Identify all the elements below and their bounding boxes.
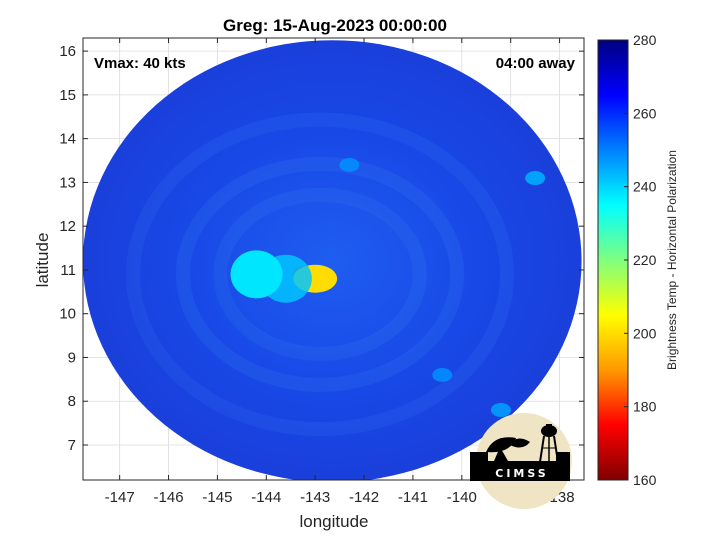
y-axis: 7 8 9 10 11 12 13 14 15 16 [59, 43, 584, 454]
colorbar-tick-label-6: 280 [633, 32, 657, 48]
convection-feature-6 [490, 402, 511, 417]
y-axis-label: latitude [33, 233, 52, 288]
swath-disc [83, 40, 582, 480]
convection-feature-7 [432, 367, 453, 382]
y-tick-label-6: 13 [59, 174, 76, 191]
convection-feature-3 [230, 250, 283, 299]
y-tick-label-1: 8 [68, 393, 76, 410]
cimss-logo-icon: CIMSS [470, 413, 572, 509]
convection-feature-5 [339, 157, 360, 172]
colorbar-label: Brightness Temp - Horizontal Polarizatio… [665, 150, 679, 370]
cimss-logo-text: CIMSS [495, 467, 548, 480]
colorbar-ticks: 160 180 200 220 240 260 280 [624, 32, 657, 488]
x-tick-label-6: -141 [398, 489, 428, 506]
y-tick-label-3: 10 [59, 306, 76, 323]
y-tick-label-9: 16 [59, 43, 76, 60]
x-tick-label-1: -146 [154, 489, 184, 506]
x-tick-label-4: -143 [300, 489, 330, 506]
brightness-temp-swath [83, 40, 582, 480]
x-tick-label-5: -142 [349, 489, 379, 506]
y-tick-label-7: 14 [59, 131, 76, 148]
colorbar-tick-label-5: 260 [633, 105, 657, 121]
colorbar-tick-label-1: 180 [633, 399, 657, 415]
x-tick-label-7: -140 [447, 489, 477, 506]
x-axis: -147-146-145-144-143-142-141-140-139-138 [105, 38, 575, 506]
plot-frame [82, 37, 585, 481]
colorbar-tick-label-3: 220 [633, 252, 657, 268]
y-tick-label-0: 7 [68, 437, 76, 454]
y-tick-label-8: 15 [59, 87, 76, 104]
rain-band-0 [175, 156, 465, 392]
x-tick-label-3: -144 [251, 489, 281, 506]
colorbar-tick-label-2: 200 [633, 325, 657, 341]
y-tick-label-5: 12 [59, 218, 76, 235]
colorbar-tick-label-0: 160 [633, 472, 657, 488]
colorbar-tick-label-4: 240 [633, 179, 657, 195]
vmax-annotation: Vmax: 40 kts [94, 55, 186, 72]
chart-title: Greg: 15-Aug-2023 00:00:00 [223, 16, 447, 35]
x-tick-label-0: -147 [105, 489, 135, 506]
time-away-annotation: 04:00 away [496, 55, 576, 72]
convection-feature-4 [525, 171, 546, 186]
colorbar [597, 39, 629, 481]
rain-band-2 [213, 187, 427, 361]
x-tick-label-2: -145 [202, 489, 232, 506]
x-axis-label: longitude [299, 512, 368, 531]
y-tick-label-4: 11 [60, 262, 76, 279]
y-tick-label-2: 9 [68, 349, 76, 366]
rain-band-1 [126, 112, 515, 437]
